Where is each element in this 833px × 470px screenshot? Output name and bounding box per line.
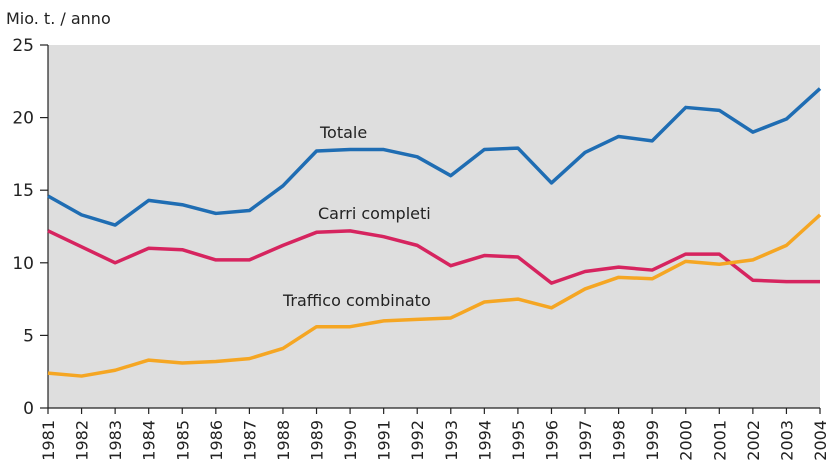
x-tick-label: 1981 [39, 420, 58, 461]
x-tick-label: 1994 [475, 420, 494, 461]
x-tick-label: 1998 [610, 420, 629, 461]
x-tick-label: 1991 [375, 420, 394, 461]
y-tick-label: 0 [23, 399, 34, 419]
x-tick-label: 1990 [341, 420, 360, 461]
x-tick-label: 1984 [140, 420, 159, 461]
y-axis-label: Mio. t. / anno [6, 9, 111, 28]
x-tick-label: 2003 [777, 420, 796, 461]
x-tick-label: 1999 [643, 420, 662, 461]
plot-area [48, 45, 820, 408]
x-tick-label: 1993 [442, 420, 461, 461]
series-line [47, 229, 820, 285]
x-tick-label: 1985 [173, 420, 192, 461]
x-tick-label: 2001 [710, 420, 729, 461]
x-tick-label: 1986 [207, 420, 226, 461]
y-tick-label: 10 [12, 254, 34, 274]
series-label: Carri completi [318, 204, 431, 223]
series-label: Totale [319, 123, 367, 142]
x-tick-label: 1982 [73, 420, 92, 461]
x-tick-label: 1997 [576, 420, 595, 461]
x-tick-label: 1983 [106, 420, 125, 461]
x-tick-label: 1992 [408, 420, 427, 461]
series-line [47, 87, 822, 227]
series-label: Traffico combinato [282, 291, 431, 310]
x-tick-label: 1995 [509, 420, 528, 461]
x-tick-label: 1989 [308, 420, 327, 461]
x-tick-label: 1996 [542, 420, 561, 461]
series-line [47, 213, 822, 378]
x-tick-label: 2004 [811, 420, 830, 461]
x-tick-label: 1988 [274, 420, 293, 461]
y-tick-label: 20 [12, 109, 34, 129]
y-tick-label: 15 [12, 181, 34, 201]
y-tick-label: 5 [23, 326, 34, 346]
y-tick-label: 25 [12, 36, 34, 56]
x-tick-label: 2000 [677, 420, 696, 461]
x-tick-label: 2002 [744, 420, 763, 461]
x-tick-label: 1987 [240, 420, 259, 461]
